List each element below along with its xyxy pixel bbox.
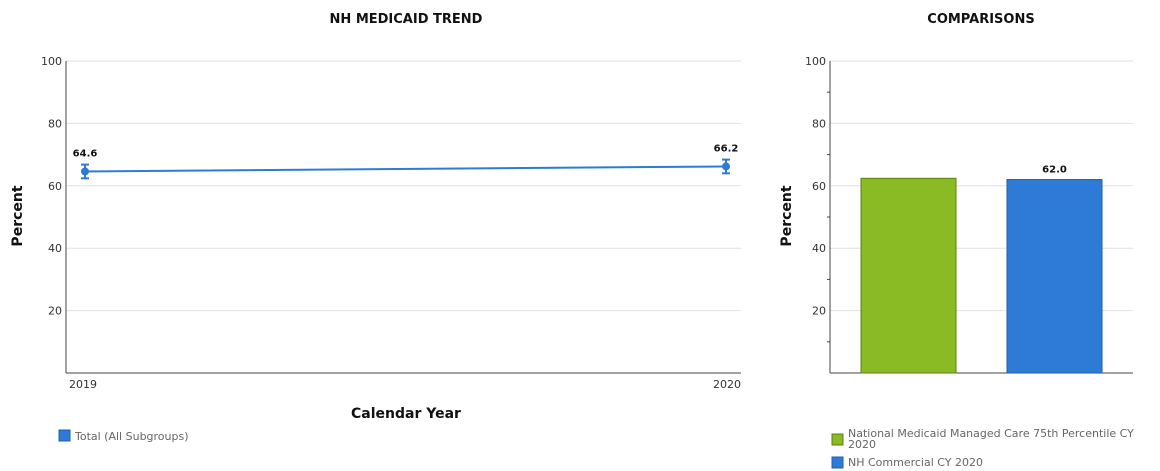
comparison-legend-label-commercial: NH Commercial CY 2020 bbox=[848, 456, 983, 469]
comparison-bar-label: 62.0 bbox=[1042, 165, 1067, 176]
comparison-y-axis-title: Percent bbox=[779, 185, 795, 246]
trend-x-ticks: 2019 2020 bbox=[69, 378, 741, 391]
trend-chart-title: NH MEDICAID TREND bbox=[330, 12, 483, 27]
trend-series-line bbox=[84, 165, 727, 173]
trend-data-label: 64.6 bbox=[73, 149, 98, 160]
trend-chart: NH MEDICAID TREND 20 40 60 80 100 2019 2020 P… bbox=[10, 12, 741, 443]
trend-y-tick-label: 40 bbox=[48, 242, 62, 255]
trend-data-point[interactable] bbox=[81, 167, 89, 176]
comparison-legend-label-national-line1: National Medicaid Managed Care 75th Perc… bbox=[848, 427, 1134, 440]
comparison-legend-swatch-commercial bbox=[831, 456, 844, 469]
comparison-legend: National Medicaid Managed Care 75th Perc… bbox=[831, 427, 1134, 469]
trend-legend-label: Total (All Subgroups) bbox=[74, 430, 189, 443]
trend-series: 64.6 66.2 bbox=[73, 144, 739, 180]
trend-y-tick-label: 60 bbox=[48, 180, 62, 193]
comparison-bars: 62.0 bbox=[860, 165, 1103, 374]
comparison-y-tick-label: 60 bbox=[812, 180, 826, 193]
trend-y-tick-label: 20 bbox=[48, 305, 62, 318]
trend-data-point[interactable] bbox=[722, 162, 730, 171]
trend-y-tick-label: 100 bbox=[41, 55, 62, 68]
trend-legend-swatch bbox=[58, 429, 71, 442]
trend-x-axis-title: Calendar Year bbox=[351, 406, 461, 422]
trend-grid bbox=[66, 60, 741, 312]
trend-y-axis-title: Percent bbox=[10, 185, 26, 246]
trend-y-ticks: 20 40 60 80 100 bbox=[41, 55, 62, 318]
trend-data-label: 66.2 bbox=[714, 144, 739, 155]
comparison-y-tick-label: 40 bbox=[812, 242, 826, 255]
comparison-y-tick-label: 20 bbox=[812, 305, 826, 318]
comparison-chart: COMPARISONS 20 40 60 80 100 Percent 62.0 Nat… bbox=[779, 12, 1134, 469]
comparison-bar[interactable] bbox=[1006, 179, 1103, 374]
comparison-legend-label-national-line2: 2020 bbox=[848, 438, 876, 451]
comparison-y-tick-label: 80 bbox=[812, 117, 826, 130]
comparison-chart-title: COMPARISONS bbox=[927, 12, 1034, 27]
trend-x-tick-label: 2020 bbox=[713, 378, 741, 391]
comparison-y-tick-label: 100 bbox=[805, 55, 826, 68]
comparison-y-ticks: 20 40 60 80 100 bbox=[805, 55, 830, 343]
trend-legend: Total (All Subgroups) bbox=[58, 429, 189, 443]
trend-x-tick-label: 2019 bbox=[69, 378, 97, 391]
comparison-bar[interactable] bbox=[860, 177, 957, 374]
trend-y-tick-label: 80 bbox=[48, 117, 62, 130]
comparison-legend-swatch-national bbox=[831, 433, 844, 446]
